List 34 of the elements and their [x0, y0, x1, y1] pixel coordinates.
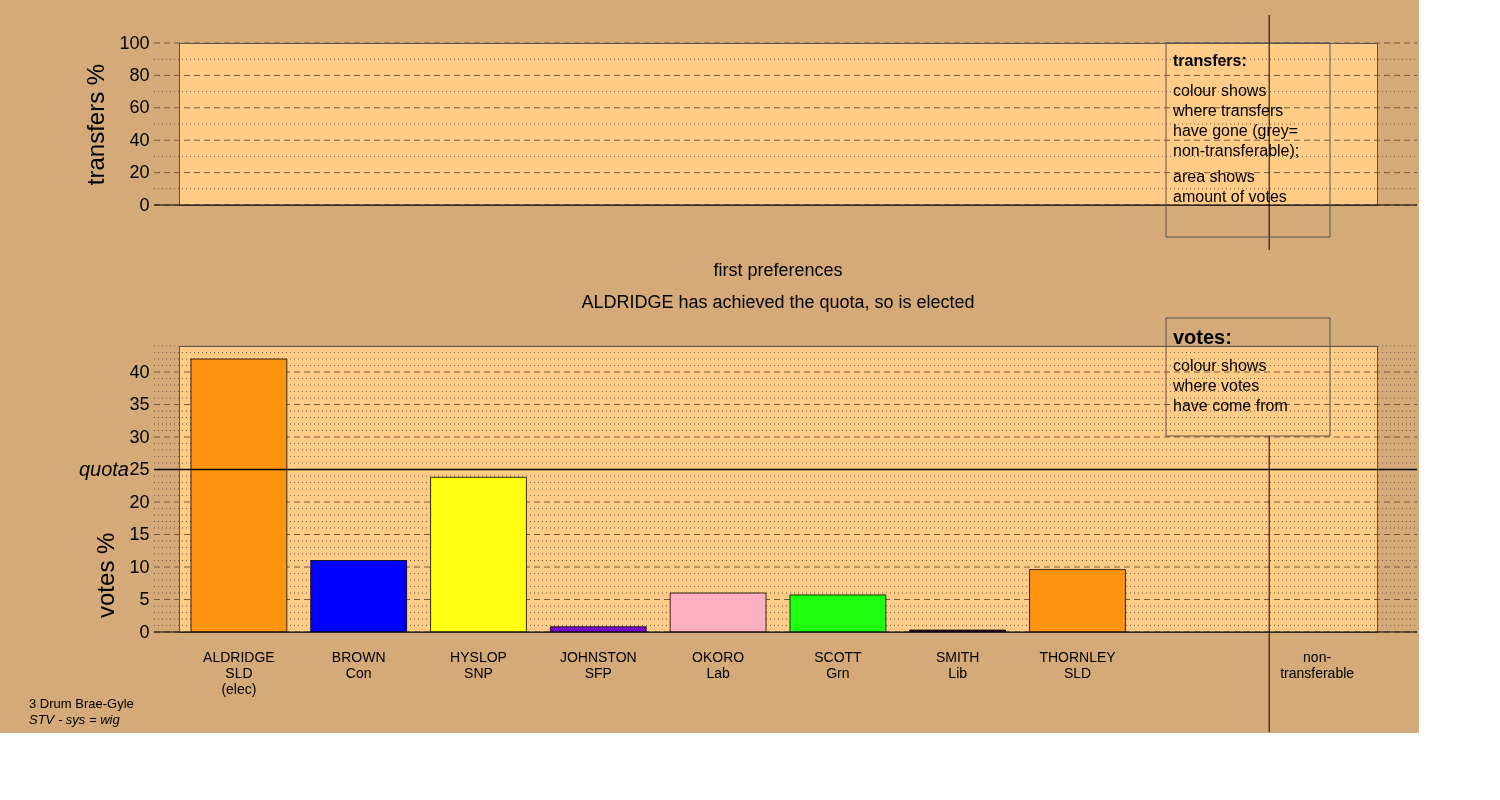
- x-tick-label: THORNLEY SLD: [1039, 648, 1117, 681]
- y-tick-label: 0: [139, 621, 150, 642]
- y-tick-label: 80: [129, 64, 150, 85]
- x-tick-label: SCOTT Grn: [814, 648, 863, 681]
- y-tick-label: 15: [129, 524, 150, 544]
- x-tick-label: OKORO Lab: [692, 648, 745, 681]
- y-tick-label: 30: [129, 426, 150, 447]
- x-tick-label: ALDRIDGE SLD (elec): [203, 648, 275, 697]
- x-tick-label: BROWN Con: [331, 648, 386, 681]
- annotation: transfers:: [1173, 52, 1247, 69]
- y-tick-label: 35: [129, 394, 150, 414]
- text: 3 Drum Brae-Gyle: [29, 696, 134, 711]
- annotation: colour shows where votes have come from: [1172, 357, 1288, 414]
- ref-line-label: quota: [78, 457, 129, 480]
- y-tick-label: 20: [129, 491, 150, 512]
- annotation: votes:: [1173, 326, 1232, 348]
- text: STV - sys = wig: [29, 712, 121, 727]
- x-tick-label: SMITH Lib: [935, 648, 980, 681]
- y-tick-label: 25: [129, 459, 150, 479]
- y-tick-label: 0: [139, 194, 150, 215]
- x-tick-label: JOHNSTON SFP: [559, 648, 637, 681]
- y-tick-label: 40: [129, 361, 150, 382]
- x-tick-label: non- transferable: [1280, 648, 1355, 681]
- x-tick-label: HYSLOP SNP: [450, 648, 507, 681]
- y-tick-label: 5: [139, 589, 150, 609]
- y-tick-label: 100: [119, 32, 150, 53]
- chart-title: first preferences: [713, 259, 843, 280]
- y-tick-label: 10: [129, 556, 150, 577]
- y-tick-label: 20: [129, 162, 150, 183]
- y-axis-title: votes %: [92, 532, 120, 618]
- y-tick-label: 40: [129, 129, 150, 150]
- chart-subtitle: ALDRIDGE has achieved the quota, so is elected: [581, 291, 975, 312]
- y-axis-title: transfers %: [82, 63, 110, 186]
- y-tick-label: 60: [129, 97, 150, 118]
